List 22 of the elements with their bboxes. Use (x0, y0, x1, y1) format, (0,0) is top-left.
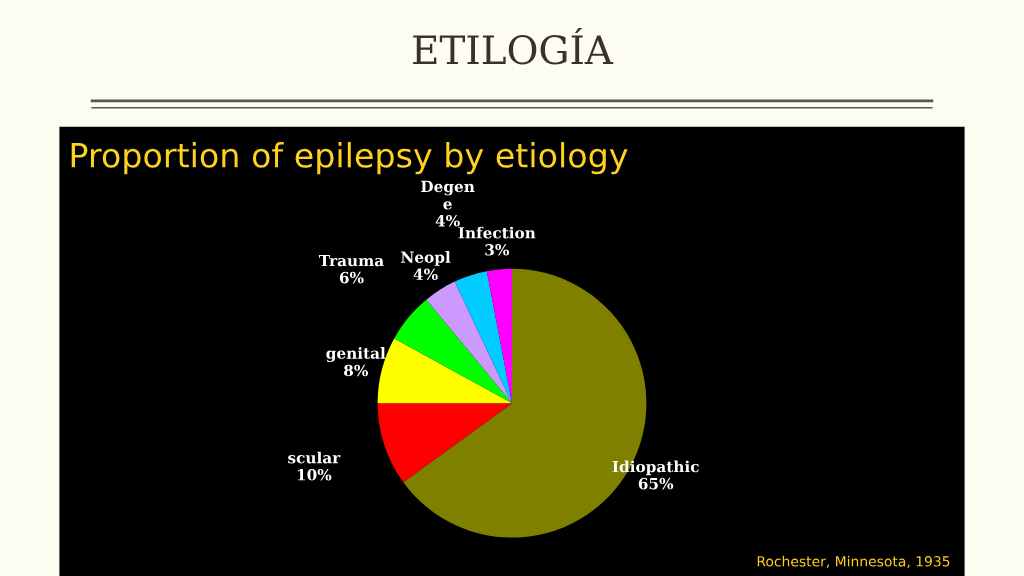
pie-slice (377, 403, 512, 483)
slice-label: scular (288, 451, 341, 464)
pie-slice (454, 271, 512, 404)
data-label: 4% (413, 268, 438, 281)
chart-subtitle: Proportion of epilepsy by etiology (71, 142, 628, 175)
data-label: 4% (435, 215, 460, 227)
slice-label: genital (326, 347, 386, 363)
slice-label: Degen e (421, 180, 475, 210)
slice-label: Neopl (401, 251, 451, 266)
data-label: 6% (339, 271, 364, 284)
pie-slice (486, 268, 512, 404)
data-label: 3% (485, 244, 510, 256)
chart-title: ETILOGÍA (413, 27, 614, 65)
text: Rochester, Minnesota, 1935 (757, 555, 950, 568)
slice-label: Idiopathic (612, 460, 699, 476)
data-label: 8% (344, 364, 368, 377)
slice-label: Trauma (318, 254, 384, 267)
slice-label: Infection (458, 226, 536, 239)
pie-slice (426, 281, 512, 404)
pie-slice (394, 299, 512, 404)
data-label: 10% (297, 469, 332, 481)
data-label: 65% (638, 477, 674, 490)
